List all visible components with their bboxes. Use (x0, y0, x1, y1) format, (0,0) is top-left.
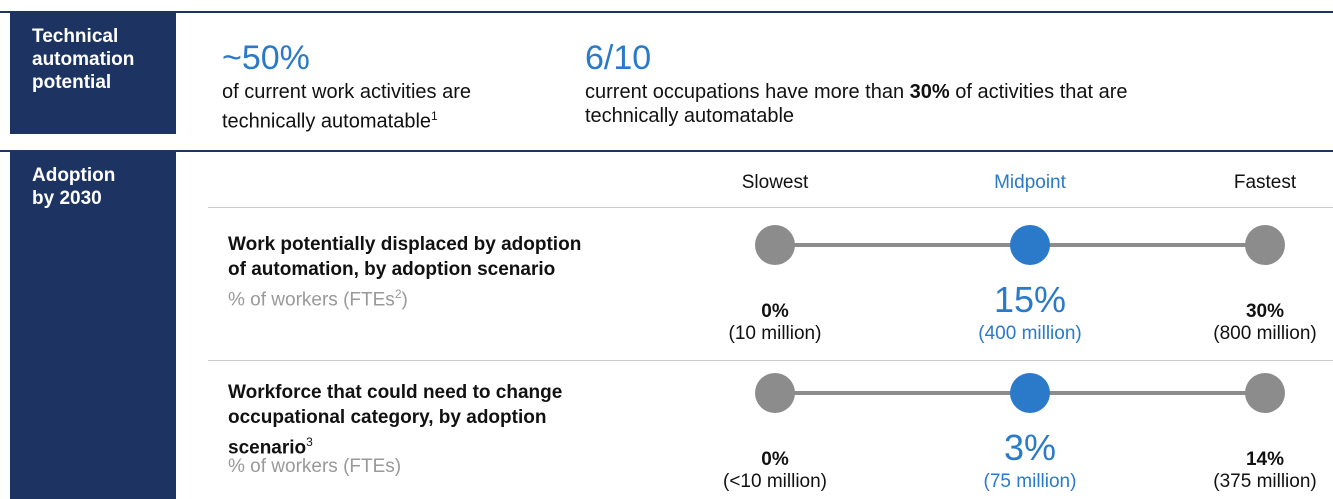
scenario-dot (1245, 373, 1285, 413)
value-pct: 30% (1245, 301, 1285, 322)
section-rule (0, 150, 1333, 152)
row-subtitle: % of workers (FTEs2) (228, 282, 408, 312)
row-subtitle: % of workers (FTEs) (228, 455, 401, 479)
text: current occupations have more than (585, 81, 910, 103)
stat-value: ~50% (222, 39, 310, 77)
label-line: occupational category, by adoption (228, 406, 547, 428)
label-line: scenario3 (228, 435, 313, 459)
section-label: Adoption by 2030 (10, 152, 176, 499)
label-line: Workforce that could need to change (228, 382, 563, 403)
value-count: (75 million) (983, 471, 1077, 492)
value-pct: 14% (1245, 449, 1285, 470)
scenario-dot (1245, 225, 1285, 265)
scenario-dot (1010, 225, 1050, 265)
value-count: (375 million) (1213, 471, 1317, 492)
scenario-header: Slowest (741, 172, 809, 193)
row-label: Work potentially displaced by adoption of… (228, 233, 581, 282)
stat-text: of current work activities are technical… (222, 80, 522, 134)
value-pct: 0% (761, 449, 789, 470)
value-count: (400 million) (978, 323, 1082, 344)
value-pct: 3% (1003, 427, 1057, 468)
footnote: 2 (394, 287, 402, 301)
top-rule (0, 11, 1333, 13)
text-bold: 30% (909, 81, 950, 103)
stat-value: 6/10 (585, 39, 652, 77)
footnote: 1 (431, 109, 438, 123)
header-rule (208, 207, 1333, 208)
value-pct: 0% (761, 301, 789, 322)
text: of activities that are technically autom… (585, 81, 1128, 127)
label-text: Technical automation potential (32, 26, 135, 93)
value-count: (<10 million) (722, 471, 828, 492)
text: ) (401, 289, 408, 311)
text: of current work activities are technical… (222, 81, 471, 133)
text: % of workers (FTEs) (228, 455, 402, 477)
label-line: Work potentially displaced by adoption (228, 234, 582, 255)
row-rule (208, 360, 1333, 361)
value-pct: 15% (993, 279, 1067, 320)
value-count: (10 million) (728, 323, 822, 344)
text: % of workers (FTEs (228, 289, 395, 311)
label-text: Adoption by 2030 (32, 165, 116, 209)
row-label: Workforce that could need to change occup… (228, 381, 562, 461)
scenario-dot (755, 225, 795, 265)
scenario-dot (755, 373, 795, 413)
section-label: Technical automation potential (10, 13, 176, 134)
scenario-header: Midpoint (994, 172, 1066, 193)
scenario-header: Fastest (1233, 172, 1297, 193)
footnote: 3 (306, 435, 313, 449)
value-count: (800 million) (1213, 323, 1317, 344)
label-line: of automation, by adoption scenario (228, 258, 556, 280)
stat-text: current occupations have more than 30% o… (585, 80, 1145, 128)
scenario-dot (1010, 373, 1050, 413)
